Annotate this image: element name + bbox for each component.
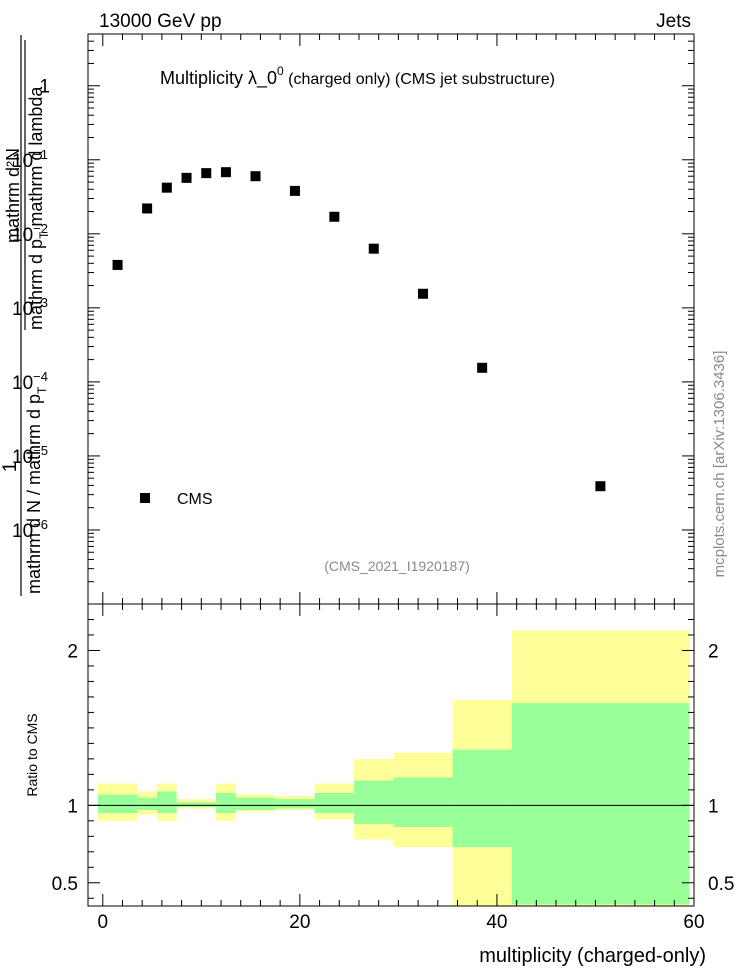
cms-point — [418, 288, 429, 299]
upper-ytick-label: 10−5 — [12, 443, 48, 468]
analysis-id: (CMS_2021_I1920187) — [324, 558, 470, 574]
cms-point — [161, 182, 172, 193]
cms-point — [142, 203, 153, 214]
upper-ticks: 1 10−1 10−2 10−3 10−4 10−5 10−6 — [12, 33, 695, 605]
plot-title: Multiplicity λ_00 (charged only) (CMS je… — [160, 64, 555, 89]
side-credit: mcplots.cern.ch [arXiv:1306.3436] — [711, 351, 728, 578]
header-right: Jets — [656, 11, 691, 32]
x-tick-label: 40 — [486, 912, 507, 933]
legend-cms-marker — [140, 493, 150, 503]
cms-point — [250, 171, 261, 182]
ratio-band-inner — [354, 780, 394, 824]
x-axis-label: multiplicity (charged-only) — [479, 945, 706, 967]
ratio-ytick-label-left: 0.5 — [52, 874, 78, 895]
x-tick-label: 60 — [683, 912, 704, 933]
ratio-ytick-label-left: 2 — [67, 641, 78, 662]
svg-text:1: 1 — [0, 462, 21, 473]
ratio-y-label: Ratio to CMS — [24, 713, 40, 796]
ratio-ytick-label-right: 2 — [708, 641, 719, 662]
ratio-band-inner — [235, 797, 276, 810]
ratio-panel-frame — [87, 603, 695, 907]
ratio-band-inner — [452, 749, 512, 848]
cms-point — [595, 481, 606, 492]
upper-ytick-label: 1 — [39, 77, 50, 98]
upper-ytick-label: 10−3 — [12, 295, 48, 320]
cms-point — [477, 362, 488, 373]
ratio-band-inner — [275, 799, 315, 809]
x-tick-label: 20 — [289, 912, 310, 933]
ratio-band-inner — [216, 792, 236, 814]
ratio-band-inner — [156, 791, 177, 814]
ratio-ytick-label-left: 1 — [67, 796, 78, 817]
legend-cms-label: CMS — [177, 491, 213, 508]
y-left-denominator: mathrm d N / mathrm d pT — [24, 386, 49, 594]
y-numerator: mathrm d²N — [3, 148, 23, 243]
cms-point — [289, 185, 300, 196]
ratio-band-inner — [314, 792, 355, 814]
cms-point — [181, 172, 192, 183]
cms-point — [329, 211, 340, 222]
cms-point — [112, 259, 123, 270]
upper-y-axis-label: 1 mathrm d N / mathrm d pT mathrm d²N ma… — [0, 35, 51, 596]
ratio-ticks: 0.5 0.51 12 20 20 40 60 — [52, 603, 734, 933]
ratio-band-inner — [97, 794, 138, 814]
cms-point — [201, 168, 212, 179]
x-tick-label: 0 — [97, 912, 108, 933]
upper-ytick-label: 10−4 — [12, 369, 48, 394]
upper-panel-frame — [87, 33, 695, 605]
ratio-ytick-label-right: 0.5 — [708, 874, 734, 895]
cms-point — [220, 167, 231, 178]
ratio-bands — [97, 630, 690, 906]
header-left: 13000 GeV pp — [99, 11, 222, 32]
cms-points — [112, 167, 606, 492]
y-inner-denominator: mathrm d pT mathrm d lambda — [26, 86, 51, 330]
cms-point — [368, 243, 379, 254]
ratio-band-inner — [511, 703, 690, 905]
ratio-band-inner — [393, 777, 453, 828]
upper-ytick-label: 10−2 — [12, 221, 48, 246]
upper-ytick-label: 10−6 — [12, 517, 48, 542]
ratio-band-inner — [176, 802, 217, 807]
ratio-band-inner — [137, 797, 157, 810]
ratio-ytick-label-right: 1 — [708, 796, 719, 817]
upper-ytick-label: 10−1 — [12, 147, 48, 172]
